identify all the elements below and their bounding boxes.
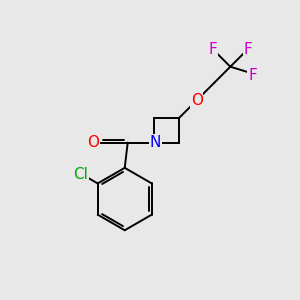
Text: N: N	[150, 135, 161, 150]
Text: F: F	[248, 68, 257, 83]
Text: O: O	[88, 135, 100, 150]
Text: Cl: Cl	[73, 167, 88, 182]
Text: O: O	[191, 93, 203, 108]
Text: F: F	[244, 42, 253, 57]
Text: F: F	[208, 42, 217, 57]
